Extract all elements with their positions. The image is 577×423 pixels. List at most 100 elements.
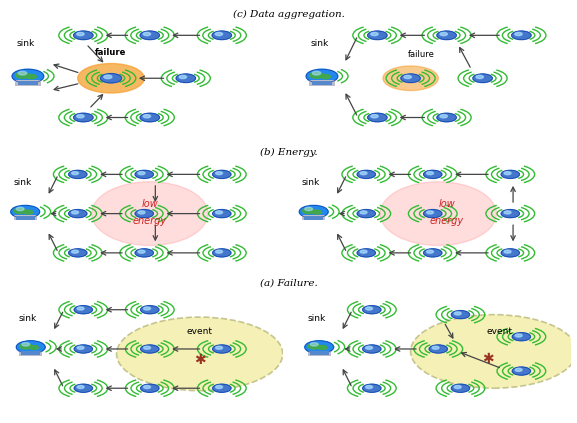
Circle shape — [305, 207, 313, 211]
Circle shape — [216, 346, 223, 349]
Circle shape — [515, 368, 522, 371]
Circle shape — [366, 346, 373, 349]
Circle shape — [77, 385, 84, 389]
Circle shape — [69, 209, 87, 218]
Circle shape — [451, 384, 470, 392]
Circle shape — [306, 69, 338, 83]
Circle shape — [29, 346, 39, 349]
Circle shape — [77, 115, 84, 118]
Circle shape — [213, 345, 231, 353]
Circle shape — [14, 208, 27, 214]
Circle shape — [440, 115, 447, 118]
Circle shape — [363, 306, 381, 314]
Circle shape — [22, 343, 29, 346]
Circle shape — [363, 345, 381, 353]
Circle shape — [368, 31, 387, 40]
Circle shape — [12, 69, 44, 83]
Text: energy: energy — [133, 216, 167, 226]
Circle shape — [74, 113, 93, 122]
Circle shape — [16, 341, 45, 354]
Circle shape — [216, 250, 223, 253]
Circle shape — [501, 209, 519, 218]
Circle shape — [141, 306, 159, 314]
Circle shape — [78, 63, 144, 93]
Circle shape — [16, 207, 24, 211]
Circle shape — [104, 75, 112, 79]
Circle shape — [135, 170, 153, 179]
Circle shape — [401, 74, 420, 82]
Circle shape — [143, 115, 151, 118]
Circle shape — [72, 250, 78, 253]
Text: (c) Data aggregation.: (c) Data aggregation. — [233, 10, 344, 19]
Circle shape — [74, 345, 92, 353]
Circle shape — [426, 172, 433, 175]
Circle shape — [454, 312, 461, 315]
Circle shape — [141, 384, 159, 392]
Circle shape — [515, 334, 522, 337]
FancyBboxPatch shape — [312, 81, 332, 85]
Circle shape — [308, 343, 320, 349]
Circle shape — [213, 170, 231, 179]
Circle shape — [501, 249, 519, 257]
Circle shape — [27, 74, 36, 79]
Circle shape — [69, 249, 87, 257]
Circle shape — [426, 250, 433, 253]
FancyBboxPatch shape — [21, 351, 40, 355]
Ellipse shape — [380, 182, 496, 245]
Text: (b) Energy.: (b) Energy. — [260, 148, 317, 157]
Circle shape — [77, 346, 84, 349]
Text: failure: failure — [95, 48, 127, 57]
Circle shape — [454, 385, 461, 389]
Text: sink: sink — [310, 39, 328, 48]
Circle shape — [144, 307, 151, 310]
Circle shape — [69, 170, 87, 179]
FancyBboxPatch shape — [304, 216, 323, 220]
Circle shape — [74, 384, 92, 392]
Circle shape — [357, 249, 376, 257]
Circle shape — [473, 74, 492, 82]
Circle shape — [16, 72, 29, 78]
Circle shape — [20, 343, 32, 349]
Circle shape — [451, 310, 470, 319]
Circle shape — [424, 249, 442, 257]
Circle shape — [360, 172, 367, 175]
FancyBboxPatch shape — [17, 81, 38, 85]
Circle shape — [432, 346, 439, 349]
FancyBboxPatch shape — [310, 351, 329, 355]
Circle shape — [404, 75, 411, 79]
FancyBboxPatch shape — [308, 351, 331, 356]
FancyBboxPatch shape — [309, 80, 335, 86]
Circle shape — [135, 209, 153, 218]
Text: sink: sink — [13, 179, 32, 187]
Circle shape — [216, 211, 223, 214]
Circle shape — [216, 385, 223, 389]
Circle shape — [141, 345, 159, 353]
Circle shape — [512, 367, 530, 375]
Circle shape — [144, 385, 151, 389]
Circle shape — [138, 172, 145, 175]
Circle shape — [299, 206, 328, 218]
Circle shape — [512, 332, 530, 341]
Circle shape — [215, 33, 223, 36]
Circle shape — [437, 31, 456, 40]
Circle shape — [312, 71, 321, 75]
Circle shape — [366, 385, 373, 389]
Circle shape — [357, 170, 376, 179]
Circle shape — [310, 72, 323, 78]
FancyBboxPatch shape — [302, 215, 325, 220]
Circle shape — [213, 384, 231, 392]
Circle shape — [371, 33, 378, 36]
Text: energy: energy — [429, 216, 464, 226]
FancyBboxPatch shape — [15, 80, 41, 86]
Circle shape — [363, 384, 381, 392]
Text: (a) Failure.: (a) Failure. — [260, 279, 317, 288]
Circle shape — [138, 250, 145, 253]
Text: sink: sink — [308, 314, 325, 323]
Circle shape — [24, 210, 33, 214]
Circle shape — [135, 249, 153, 257]
Text: failure: failure — [409, 50, 435, 60]
Ellipse shape — [92, 182, 208, 245]
Circle shape — [18, 71, 27, 75]
Circle shape — [411, 315, 577, 388]
Circle shape — [144, 346, 151, 349]
